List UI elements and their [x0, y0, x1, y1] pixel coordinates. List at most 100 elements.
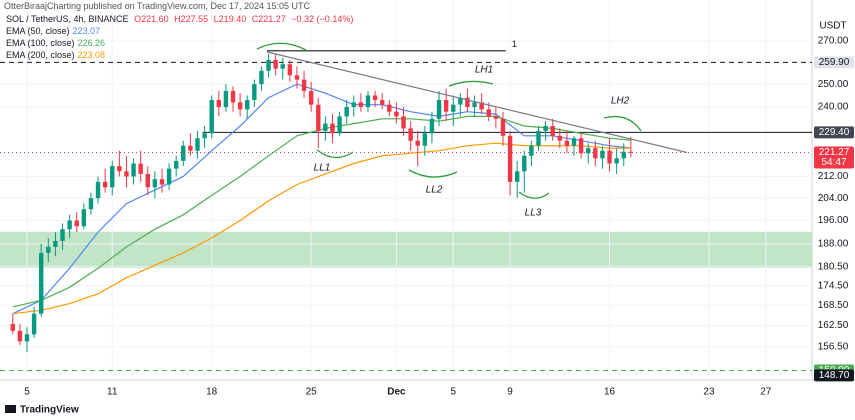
ohlc: O221.60	[134, 14, 169, 24]
candle-body	[95, 181, 101, 199]
x-tick-label: 11	[107, 387, 118, 398]
candle-body	[301, 79, 307, 91]
x-tick-label: Dec	[387, 387, 406, 398]
ohlc: L219.40	[213, 14, 247, 24]
candle-body	[607, 150, 612, 164]
candle-body	[372, 95, 378, 101]
annotation: LL2	[426, 185, 443, 196]
candle-body	[138, 163, 143, 174]
y-tick-label: 240.00	[818, 102, 849, 113]
arc	[256, 42, 307, 51]
candle-body	[564, 140, 570, 146]
candle-body	[280, 64, 285, 69]
candle-body	[102, 181, 108, 188]
legend-entry: EMA (100, close) 226.26	[6, 38, 108, 48]
candle-body	[500, 118, 506, 136]
candle-body	[24, 334, 30, 342]
candle-body	[259, 70, 264, 85]
candle-body	[621, 151, 626, 159]
candle-body	[387, 104, 392, 112]
logo-mark	[5, 405, 16, 413]
y-tick-label: 174.50	[818, 280, 849, 291]
trend-label: 1	[512, 39, 517, 49]
candle-body	[436, 100, 442, 119]
ohlc: H227.55	[174, 14, 209, 24]
price-level-label: 229.40	[819, 127, 850, 138]
price-level-label: 148.70	[819, 370, 850, 381]
candle-body	[117, 166, 122, 172]
candle-body	[39, 252, 44, 314]
candle-body	[458, 97, 463, 105]
candle-body	[394, 111, 399, 117]
annotation: LH2	[611, 96, 630, 107]
brand: TradingView	[20, 405, 79, 416]
ema-line	[12, 83, 631, 315]
candle-body	[166, 168, 172, 185]
legend-value: 226.26	[77, 38, 106, 48]
y-tick-label: 180.50	[818, 261, 849, 272]
candle-body	[216, 100, 222, 108]
ohlc: C221.27	[251, 14, 286, 24]
candle-body	[124, 171, 129, 177]
candle-body	[181, 145, 186, 161]
y-tick-label: 212.00	[818, 171, 849, 182]
candle-body	[351, 102, 356, 108]
legend-name: EMA (200, close)	[6, 50, 75, 60]
candle-body	[578, 138, 584, 154]
candle-body	[429, 118, 435, 134]
candle-body	[586, 148, 591, 154]
symbol-title: SOL / TetherUS, 4h, BINANCE	[6, 14, 129, 24]
candle-body	[266, 59, 271, 71]
candle-body	[316, 104, 321, 131]
candle-body	[159, 179, 165, 185]
candle-body	[358, 102, 364, 108]
candle-body	[74, 220, 79, 227]
candle-body	[145, 173, 150, 188]
candle-body	[131, 163, 136, 177]
arc	[603, 115, 642, 132]
candle-body	[365, 95, 371, 108]
price-level-box	[814, 126, 854, 139]
candle-body	[472, 102, 477, 108]
ema-layer	[12, 83, 631, 315]
x-tick-label: 16	[604, 387, 616, 398]
x-tick-label: 18	[206, 387, 218, 398]
candle-body	[600, 150, 605, 159]
candle-body	[486, 109, 491, 117]
candle-body	[323, 123, 328, 131]
legend-entry: EMA (200, close) 223.08	[6, 50, 108, 60]
y-tick-label: 196.00	[818, 215, 849, 226]
arc	[408, 169, 458, 178]
candle-body	[479, 102, 484, 110]
candle-body	[628, 151, 634, 153]
candle-body	[60, 229, 65, 241]
y-tick-label: 204.00	[818, 193, 849, 204]
unit-label: USDT	[819, 21, 846, 32]
annotation: LL1	[314, 163, 331, 174]
y-tick-label: 156.50	[818, 341, 849, 352]
arc	[316, 149, 354, 159]
candle-body	[31, 313, 37, 335]
candle-body	[67, 220, 72, 230]
candle-body	[415, 140, 420, 146]
brand-logo: TradingView	[5, 405, 79, 416]
candle-body	[593, 148, 598, 159]
candle-body	[536, 130, 541, 146]
candle-body	[273, 59, 278, 69]
candle-body	[422, 133, 428, 146]
candle-body	[337, 116, 342, 134]
candle-body	[550, 126, 555, 136]
candle-body	[88, 198, 94, 210]
level-layer	[0, 61, 812, 371]
drawn-arcs	[256, 42, 642, 199]
legend-entry: EMA (50, close) 223.07	[6, 26, 103, 36]
candle-body	[451, 104, 456, 112]
trend-line	[266, 51, 688, 154]
candle-body	[571, 138, 577, 146]
y-tick-label: 270.00	[818, 36, 849, 47]
price-level-box	[814, 369, 854, 382]
zone-layer	[0, 231, 812, 268]
price-level-label: 221.27	[819, 147, 850, 158]
